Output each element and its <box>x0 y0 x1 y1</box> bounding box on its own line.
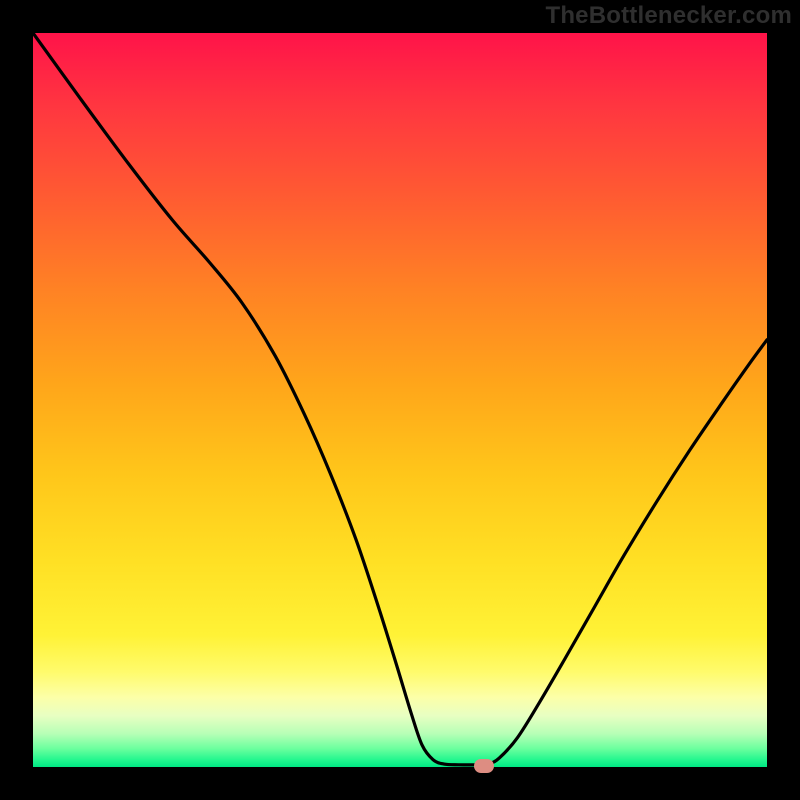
watermark-text: TheBottlenecker.com <box>545 2 792 30</box>
chart-container: TheBottlenecker.com <box>0 0 800 800</box>
optimum-marker <box>474 759 494 773</box>
bottleneck-curve <box>33 33 767 767</box>
plot-area <box>33 33 767 767</box>
